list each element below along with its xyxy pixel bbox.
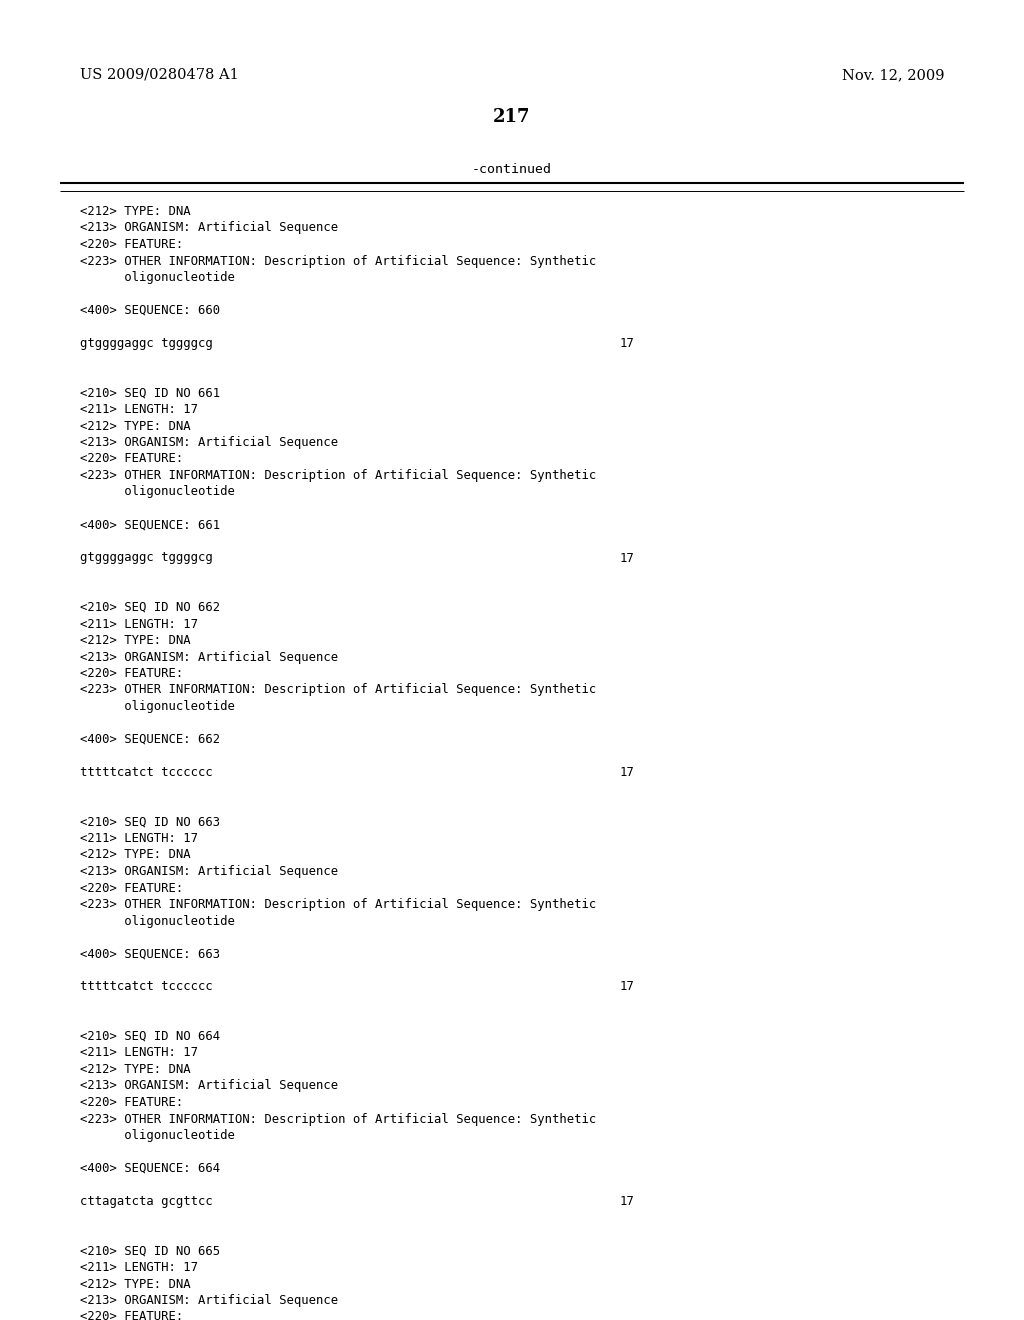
Text: <400> SEQUENCE: 662: <400> SEQUENCE: 662 (80, 733, 220, 746)
Text: oligonucleotide: oligonucleotide (80, 915, 234, 928)
Text: <211> LENGTH: 17: <211> LENGTH: 17 (80, 618, 198, 631)
Text: <210> SEQ ID NO 665: <210> SEQ ID NO 665 (80, 1245, 220, 1258)
Text: <400> SEQUENCE: 663: <400> SEQUENCE: 663 (80, 948, 220, 961)
Text: 17: 17 (620, 981, 634, 994)
Text: <213> ORGANISM: Artificial Sequence: <213> ORGANISM: Artificial Sequence (80, 1080, 338, 1093)
Text: <210> SEQ ID NO 663: <210> SEQ ID NO 663 (80, 816, 220, 829)
Text: gtggggaggc tggggcg: gtggggaggc tggggcg (80, 337, 213, 350)
Text: tttttcatct tcccccc: tttttcatct tcccccc (80, 981, 213, 994)
Text: oligonucleotide: oligonucleotide (80, 486, 234, 499)
Text: <212> TYPE: DNA: <212> TYPE: DNA (80, 1278, 190, 1291)
Text: <210> SEQ ID NO 661: <210> SEQ ID NO 661 (80, 387, 220, 400)
Text: <213> ORGANISM: Artificial Sequence: <213> ORGANISM: Artificial Sequence (80, 222, 338, 235)
Text: <223> OTHER INFORMATION: Description of Artificial Sequence: Synthetic: <223> OTHER INFORMATION: Description of … (80, 1113, 596, 1126)
Text: <211> LENGTH: 17: <211> LENGTH: 17 (80, 832, 198, 845)
Text: <212> TYPE: DNA: <212> TYPE: DNA (80, 634, 190, 647)
Text: <220> FEATURE:: <220> FEATURE: (80, 238, 183, 251)
Text: <223> OTHER INFORMATION: Description of Artificial Sequence: Synthetic: <223> OTHER INFORMATION: Description of … (80, 469, 596, 482)
Text: <400> SEQUENCE: 664: <400> SEQUENCE: 664 (80, 1162, 220, 1175)
Text: <212> TYPE: DNA: <212> TYPE: DNA (80, 849, 190, 862)
Text: <211> LENGTH: 17: <211> LENGTH: 17 (80, 1261, 198, 1274)
Text: oligonucleotide: oligonucleotide (80, 700, 234, 713)
Text: <220> FEATURE:: <220> FEATURE: (80, 453, 183, 466)
Text: <212> TYPE: DNA: <212> TYPE: DNA (80, 1063, 190, 1076)
Text: <211> LENGTH: 17: <211> LENGTH: 17 (80, 1047, 198, 1060)
Text: <210> SEQ ID NO 662: <210> SEQ ID NO 662 (80, 601, 220, 614)
Text: 17: 17 (620, 337, 634, 350)
Text: <220> FEATURE:: <220> FEATURE: (80, 1311, 183, 1320)
Text: <400> SEQUENCE: 660: <400> SEQUENCE: 660 (80, 304, 220, 317)
Text: 217: 217 (494, 108, 530, 125)
Text: US 2009/0280478 A1: US 2009/0280478 A1 (80, 69, 239, 82)
Text: oligonucleotide: oligonucleotide (80, 271, 234, 284)
Text: <220> FEATURE:: <220> FEATURE: (80, 667, 183, 680)
Text: <223> OTHER INFORMATION: Description of Artificial Sequence: Synthetic: <223> OTHER INFORMATION: Description of … (80, 898, 596, 911)
Text: 17: 17 (620, 552, 634, 565)
Text: <213> ORGANISM: Artificial Sequence: <213> ORGANISM: Artificial Sequence (80, 436, 338, 449)
Text: tttttcatct tcccccc: tttttcatct tcccccc (80, 766, 213, 779)
Text: <213> ORGANISM: Artificial Sequence: <213> ORGANISM: Artificial Sequence (80, 651, 338, 664)
Text: <212> TYPE: DNA: <212> TYPE: DNA (80, 205, 190, 218)
Text: gtggggaggc tggggcg: gtggggaggc tggggcg (80, 552, 213, 565)
Text: Nov. 12, 2009: Nov. 12, 2009 (842, 69, 944, 82)
Text: <213> ORGANISM: Artificial Sequence: <213> ORGANISM: Artificial Sequence (80, 865, 338, 878)
Text: 17: 17 (620, 766, 634, 779)
Text: <212> TYPE: DNA: <212> TYPE: DNA (80, 420, 190, 433)
Text: <213> ORGANISM: Artificial Sequence: <213> ORGANISM: Artificial Sequence (80, 1294, 338, 1307)
Text: <223> OTHER INFORMATION: Description of Artificial Sequence: Synthetic: <223> OTHER INFORMATION: Description of … (80, 684, 596, 697)
Text: cttagatcta gcgttcc: cttagatcta gcgttcc (80, 1195, 213, 1208)
Text: 17: 17 (620, 1195, 634, 1208)
Text: <223> OTHER INFORMATION: Description of Artificial Sequence: Synthetic: <223> OTHER INFORMATION: Description of … (80, 255, 596, 268)
Text: <210> SEQ ID NO 664: <210> SEQ ID NO 664 (80, 1030, 220, 1043)
Text: <211> LENGTH: 17: <211> LENGTH: 17 (80, 403, 198, 416)
Text: oligonucleotide: oligonucleotide (80, 1129, 234, 1142)
Text: -continued: -continued (472, 162, 552, 176)
Text: <220> FEATURE:: <220> FEATURE: (80, 882, 183, 895)
Text: <400> SEQUENCE: 661: <400> SEQUENCE: 661 (80, 519, 220, 532)
Text: <220> FEATURE:: <220> FEATURE: (80, 1096, 183, 1109)
